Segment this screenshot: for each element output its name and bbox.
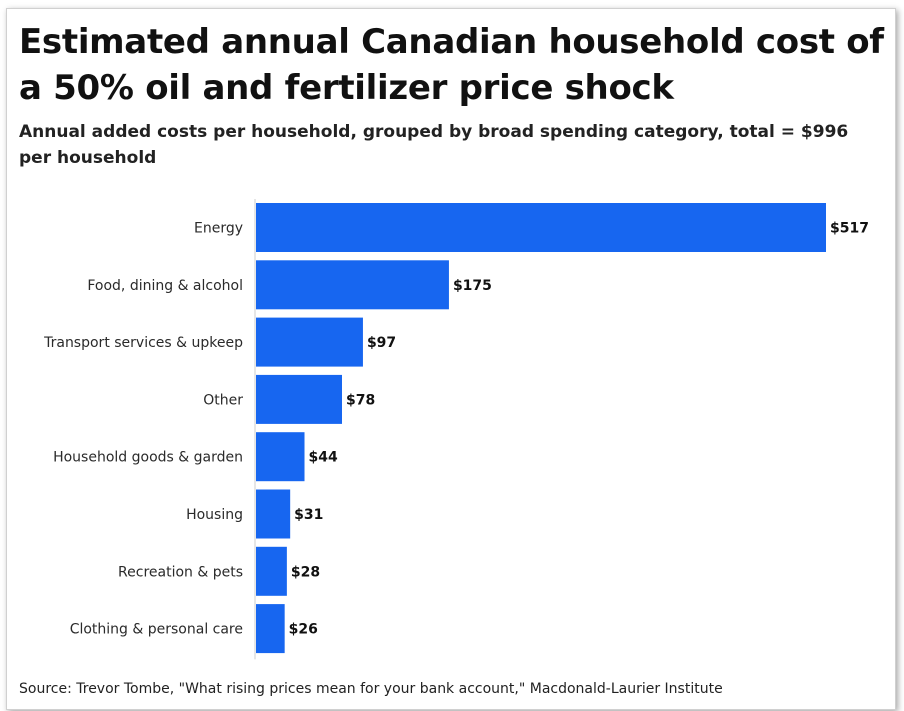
bar-1 bbox=[256, 203, 826, 252]
value-label: $97 bbox=[367, 335, 396, 351]
value-label: $517 bbox=[830, 221, 869, 237]
chart-subtitle: Annual added costs per household, groupe… bbox=[19, 122, 849, 168]
chart-source: Source: Trevor Tombe, "What rising price… bbox=[19, 681, 723, 697]
bar-8 bbox=[256, 604, 285, 654]
bar-2 bbox=[256, 260, 449, 310]
bar-7 bbox=[256, 546, 287, 596]
category-label: Clothing & personal care bbox=[70, 622, 243, 638]
value-label: $78 bbox=[346, 392, 375, 408]
category-label: Recreation & pets bbox=[118, 564, 243, 580]
bar-4 bbox=[256, 374, 342, 424]
value-label: $175 bbox=[453, 278, 492, 294]
value-label: $28 bbox=[291, 564, 320, 580]
category-label: Transport services & upkeep bbox=[43, 335, 243, 351]
chart-title: Estimated annual Canadian household cost… bbox=[19, 22, 884, 108]
chart-card: Estimated annual Canadian household cost… bbox=[6, 8, 896, 710]
category-label: Food, dining & alcohol bbox=[87, 278, 243, 294]
bar-chart: Energy $517 Food, dining & alcohol $175 Tran… bbox=[43, 199, 869, 660]
category-label: Other bbox=[203, 392, 243, 408]
category-label: Energy bbox=[194, 221, 243, 237]
bar-3 bbox=[256, 317, 363, 367]
value-label: $31 bbox=[294, 507, 323, 523]
bar-5 bbox=[256, 432, 305, 482]
category-label: Household goods & garden bbox=[53, 450, 243, 466]
bar-6 bbox=[256, 489, 291, 539]
value-label: $26 bbox=[289, 622, 318, 638]
value-label: $44 bbox=[309, 450, 338, 466]
category-label: Housing bbox=[186, 507, 243, 523]
